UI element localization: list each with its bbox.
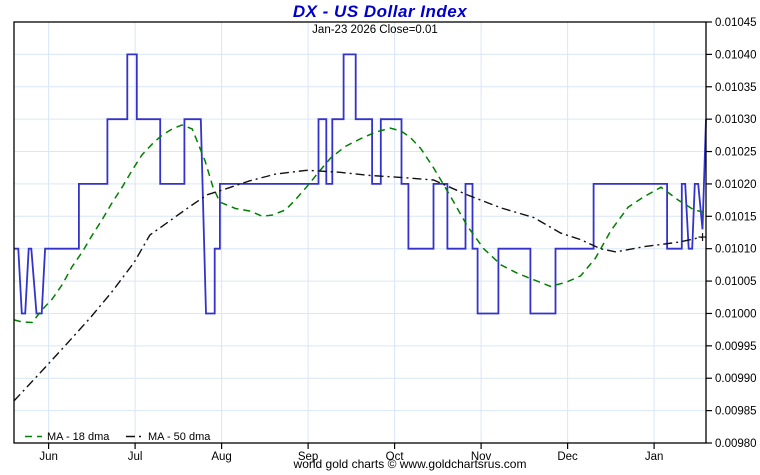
y-axis-label: 0.00990: [715, 373, 757, 385]
y-axis-label: 0.00995: [715, 341, 757, 353]
y-axis-label: 0.01020: [715, 179, 757, 191]
ma50-line-sample-icon: [126, 435, 143, 438]
y-axis-label: 0.01010: [715, 244, 757, 256]
y-axis-label: 0.01045: [715, 17, 757, 29]
y-axis-label: 0.01040: [715, 49, 757, 61]
ma18-line: [13, 124, 708, 324]
y-axis-label: 0.01000: [715, 308, 757, 320]
y-axis-label: 0.01035: [715, 82, 757, 94]
y-axis-label: 0.01005: [715, 276, 757, 288]
x-axis-label: Aug: [211, 451, 231, 463]
price-line: [14, 53, 707, 315]
legend-ma18: MA - 18 dma: [25, 430, 109, 443]
ma18-line-sample-icon: [25, 435, 42, 438]
legend-ma50-label: MA - 50 dma: [148, 430, 211, 443]
x-axis-label: Jun: [39, 451, 58, 463]
y-axis-label: 0.01015: [715, 211, 757, 223]
plot-border: [13, 21, 707, 444]
x-axis-label: Dec: [557, 451, 578, 463]
y-axis-label: 0.00985: [715, 406, 757, 418]
footer-credit: world gold charts © www.goldchartsrus.co…: [293, 457, 527, 471]
y-axis-label: 0.01030: [715, 114, 757, 126]
chart-subtitle: Jan-23 2026 Close=0.01: [312, 24, 438, 36]
ma50-line: [13, 169, 703, 402]
x-axis-label: Nov: [471, 451, 492, 463]
x-axis-label: Jul: [128, 451, 143, 463]
chart-title: DX - US Dollar Index: [292, 2, 468, 21]
x-axis-label: Oct: [386, 451, 405, 463]
x-axis-label: Jan: [645, 451, 664, 463]
y-axis-label: 0.00980: [715, 438, 757, 450]
y-axis-label: 0.01025: [715, 147, 757, 159]
x-axis-label: Sep: [298, 451, 318, 463]
legend-ma50: MA - 50 dma: [126, 430, 210, 443]
legend-ma18-label: MA - 18 dma: [47, 430, 110, 443]
